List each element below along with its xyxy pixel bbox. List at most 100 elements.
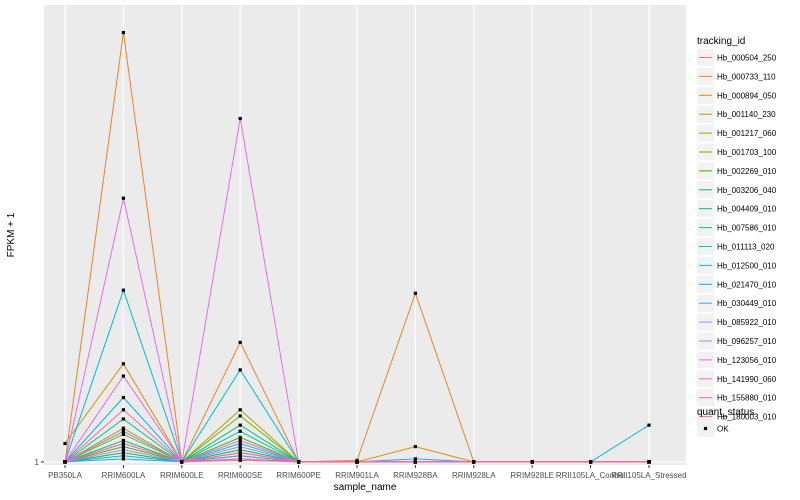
- data-point: [355, 460, 359, 464]
- data-point: [238, 368, 242, 372]
- legend-item: Hb_155880_010: [697, 389, 777, 407]
- data-point: [121, 31, 125, 35]
- x-tick-label: RRIM928LA: [452, 471, 496, 480]
- legend-label: Hb_155880_010: [717, 394, 777, 403]
- data-point: [238, 451, 242, 455]
- data-point: [238, 435, 242, 439]
- legend-label: Hb_000504_250: [717, 54, 777, 63]
- data-point: [121, 441, 125, 446]
- legend-item: Hb_000894_050: [697, 86, 777, 104]
- legend-label: Hb_004409_010: [717, 205, 777, 214]
- data-point: [121, 429, 125, 433]
- data-point: [63, 441, 67, 446]
- legend-item: Hb_000733_110: [697, 67, 776, 85]
- y-tick-label: 1: [35, 458, 40, 467]
- data-point: [238, 448, 242, 452]
- legend-item: Hb_123056_010: [697, 351, 777, 369]
- x-axis-title: sample_name: [334, 482, 397, 493]
- data-point: [63, 460, 67, 464]
- x-tick-label: RRIM928BA: [393, 471, 438, 480]
- data-point: [413, 460, 417, 464]
- data-points: [63, 31, 651, 464]
- x-tick-label: RRII105LA_Stressed: [611, 471, 686, 480]
- x-tick-label: RRII105LA_Control: [556, 471, 626, 480]
- data-point: [121, 362, 125, 366]
- legend-label: Hb_003206_040: [717, 186, 777, 195]
- data-point: [589, 460, 593, 464]
- data-point: [121, 408, 125, 412]
- legend-label: Hb_011113_020: [717, 243, 775, 252]
- data-point: [121, 448, 125, 452]
- x-tick-label: RRIM600PE: [276, 471, 320, 480]
- legend-item: Hb_141990_060: [697, 370, 777, 388]
- data-point: [238, 457, 242, 461]
- data-point: [238, 116, 242, 121]
- legend-color-title: tracking_id: [697, 36, 745, 47]
- legend-label: Hb_001703_100: [717, 148, 777, 157]
- legend-item: Hb_007586_010: [697, 219, 777, 237]
- x-tick-label: RRIM600LE: [160, 471, 204, 480]
- data-point: [413, 445, 417, 449]
- legend-shape-item: OK: [697, 420, 729, 437]
- legend-label: Hb_012500_010: [717, 261, 777, 270]
- legend-label: Hb_021470_010: [717, 280, 777, 289]
- x-tick-label: RRIM600LA: [102, 471, 146, 480]
- data-point: [238, 454, 242, 458]
- data-point: [121, 451, 125, 455]
- data-point: [238, 438, 242, 443]
- legend-item: Hb_085922_010: [697, 313, 777, 331]
- legend-shape-title: quant_status: [697, 407, 754, 418]
- data-point: [238, 445, 242, 449]
- x-tick-label: RRIM928LE: [510, 471, 554, 480]
- legend-label: Hb_000894_050: [717, 91, 777, 100]
- x-tick-label: RRIM600SE: [218, 471, 262, 480]
- data-point: [121, 196, 125, 200]
- data-point: [647, 423, 651, 427]
- legend-label: Hb_085922_010: [717, 318, 777, 327]
- legend-item: Hb_021470_010: [697, 275, 777, 293]
- legend-shape-marker: [703, 426, 708, 431]
- data-point: [121, 417, 125, 421]
- x-tick-label: PB350LA: [48, 471, 82, 480]
- y-axis-title: FPKM + 1: [6, 212, 17, 257]
- data-point: [121, 288, 125, 292]
- legend-item: Hb_030449_010: [697, 294, 777, 312]
- legend: tracking_id Hb_000504_250 Hb_000733_110 Hb…: [697, 36, 777, 437]
- legend-label: Hb_096257_010: [717, 337, 777, 346]
- legend-item: Hb_000504_250: [697, 49, 777, 66]
- x-tick-label: RRIM901LA: [335, 471, 379, 480]
- data-point: [121, 445, 125, 449]
- data-point: [238, 423, 242, 427]
- data-point: [413, 457, 417, 461]
- legend-label: Hb_141990_060: [717, 375, 777, 384]
- data-point: [121, 395, 125, 400]
- data-point: [530, 460, 534, 464]
- data-point: [238, 441, 242, 446]
- legend-label: Hb_002269_010: [717, 167, 777, 176]
- data-point: [297, 460, 301, 464]
- legend-label: Hb_180003_010: [717, 413, 777, 422]
- grid-lines: [44, 5, 686, 465]
- data-point: [647, 460, 651, 464]
- data-point: [121, 426, 125, 430]
- data-point: [238, 340, 242, 344]
- legend-item: Hb_003206_040: [697, 181, 777, 199]
- legend-label: Hb_001217_060: [717, 129, 777, 138]
- legend-item: Hb_001140_230: [697, 105, 776, 123]
- legend-item: Hb_001217_060: [697, 124, 777, 142]
- legend-label: Hb_007586_010: [717, 224, 777, 233]
- data-point: [121, 438, 125, 443]
- legend-item: Hb_011113_020: [697, 238, 775, 255]
- legend-label: Hb_001140_230: [717, 110, 776, 119]
- legend-shape-label: OK: [717, 425, 729, 434]
- legend-label: Hb_000733_110: [717, 72, 776, 81]
- data-point: [238, 414, 242, 418]
- data-point: [121, 454, 125, 458]
- data-point: [121, 457, 125, 461]
- data-point: [413, 291, 417, 295]
- legend-item: Hb_002269_010: [697, 162, 777, 180]
- legend-item: Hb_012500_010: [697, 256, 777, 274]
- axes: PB350LA RRIM600LA RRIM600LE RRIM600SE RRIM60…: [35, 458, 687, 480]
- data-point: [472, 460, 476, 464]
